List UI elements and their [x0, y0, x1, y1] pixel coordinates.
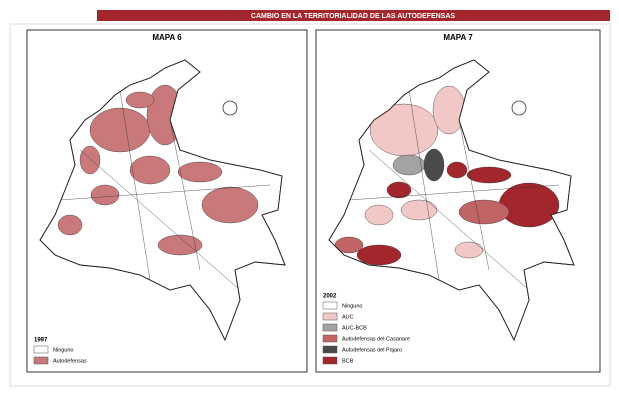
department-border: [408, 89, 440, 281]
department-border: [169, 119, 201, 271]
legend-swatch: [33, 345, 49, 354]
region: [446, 161, 468, 179]
region: [423, 148, 445, 182]
legend-swatch: [322, 301, 338, 310]
legend-label: BCB: [342, 358, 354, 364]
map: [39, 59, 286, 341]
legend-label: Ninguno: [342, 303, 363, 309]
region: [157, 234, 203, 256]
legend-title: 1997: [34, 338, 48, 344]
department-border: [368, 149, 530, 291]
region: [356, 244, 402, 266]
region: [334, 236, 364, 254]
map-panel: MAPA 6 1997 Ninguno Autodefensas: [26, 29, 308, 373]
region: [454, 241, 484, 259]
map: [328, 59, 575, 341]
region: [79, 145, 101, 175]
region: [400, 199, 438, 221]
region: [386, 181, 412, 199]
region: [392, 154, 426, 176]
region: [89, 107, 151, 153]
region: [201, 186, 259, 224]
region: [129, 155, 171, 185]
department-border: [458, 119, 490, 271]
compass: [511, 100, 527, 116]
region: [498, 182, 560, 228]
page-title: CAMBIO EN LA TERRITORIALIDAD DE LAS AUTO…: [251, 13, 456, 20]
legend-swatch: [322, 334, 338, 343]
legend-label: Autodefensas del Casanare: [342, 336, 410, 342]
legend-title: 2002: [323, 294, 337, 300]
region: [177, 161, 223, 183]
region: [57, 214, 83, 236]
legend-swatch: [322, 345, 338, 354]
region-patches: [334, 85, 560, 291]
department-border: [348, 184, 560, 201]
legend-label: AUC: [342, 314, 354, 320]
map-title: MAPA 6: [152, 33, 182, 42]
region-patches: [57, 84, 271, 291]
region: [364, 204, 394, 226]
compass: [222, 100, 238, 116]
map-panel: MAPA 7 2002 Ninguno AUC AUC-BCB Autodefensas…: [315, 29, 601, 373]
department-border: [119, 89, 151, 281]
department-border: [59, 184, 271, 201]
department-border: [79, 149, 241, 291]
legend-swatch: [322, 356, 338, 365]
legend-label: Ninguno: [53, 347, 74, 353]
region: [458, 199, 510, 225]
frame: [9, 23, 611, 387]
legend-label: AUC-BCB: [342, 325, 367, 331]
legend-label: Autodefensas del Pajaro: [342, 347, 402, 353]
region: [125, 91, 155, 109]
region: [90, 184, 120, 206]
map-title: MAPA 7: [443, 33, 473, 42]
legend-swatch: [322, 312, 338, 321]
legend-label: Autodefensas: [53, 358, 87, 364]
title-bar: [97, 10, 610, 21]
legend-swatch: [322, 323, 338, 332]
region: [466, 166, 512, 184]
legend-swatch: [33, 356, 49, 365]
